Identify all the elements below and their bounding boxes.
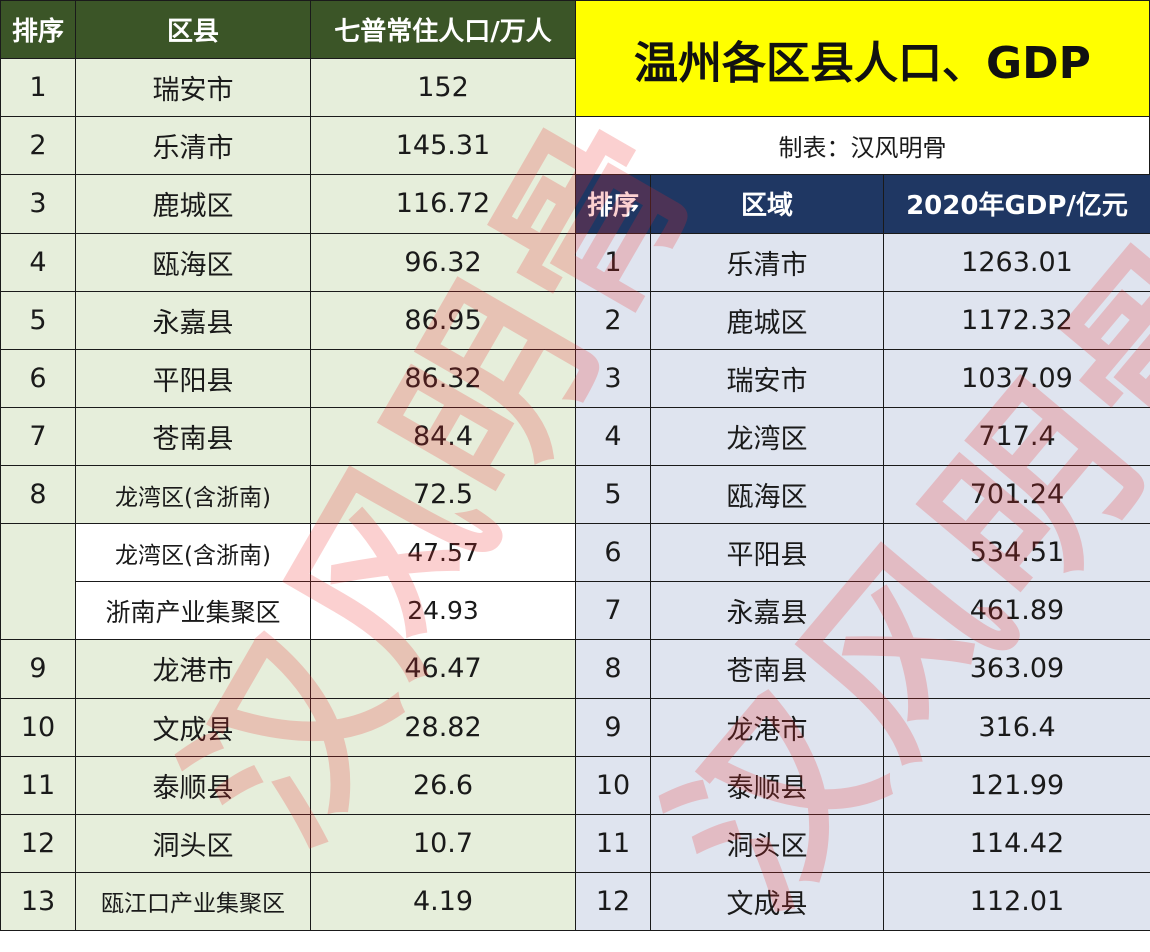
region-name: 苍南县 (650, 639, 884, 699)
district-name: 洞头区 (75, 813, 311, 873)
population-value: 84.4 (310, 406, 576, 466)
rank-cell: 9 (0, 639, 76, 699)
rank-cell: 12 (575, 871, 651, 931)
district-name: 龙湾区(含浙南) (75, 523, 311, 583)
population-value: 86.32 (310, 348, 576, 408)
gdp-value: 114.42 (883, 813, 1150, 873)
rank-cell: 10 (575, 755, 651, 815)
header-region: 区域 (650, 174, 884, 234)
region-name: 乐清市 (650, 232, 884, 292)
table-maker: 制表：汉风明骨 (575, 116, 1150, 176)
rank-cell: 11 (575, 813, 651, 873)
rank-cell: 12 (0, 813, 76, 873)
district-name: 永嘉县 (75, 290, 311, 350)
gdp-value: 534.51 (883, 523, 1150, 583)
population-value: 152 (310, 58, 576, 118)
region-name: 永嘉县 (650, 581, 884, 641)
district-name: 鹿城区 (75, 174, 311, 234)
header-rank: 排序 (575, 174, 651, 234)
region-name: 洞头区 (650, 813, 884, 873)
population-value: 145.31 (310, 116, 576, 176)
region-name: 泰顺县 (650, 755, 884, 815)
rank-cell: 2 (0, 116, 76, 176)
district-name: 瑞安市 (75, 58, 311, 118)
rank-cell-merged (0, 523, 76, 641)
region-name: 龙港市 (650, 697, 884, 757)
rank-cell: 5 (0, 290, 76, 350)
district-name: 瓯江口产业集聚区 (75, 871, 311, 931)
region-name: 鹿城区 (650, 290, 884, 350)
rank-cell: 6 (575, 523, 651, 583)
district-name: 泰顺县 (75, 755, 311, 815)
district-name: 瓯海区 (75, 232, 311, 292)
gdp-value: 316.4 (883, 697, 1150, 757)
gdp-value: 1037.09 (883, 348, 1150, 408)
rank-cell: 7 (575, 581, 651, 641)
rank-cell: 7 (0, 406, 76, 466)
population-value: 24.93 (310, 581, 576, 641)
population-value: 4.19 (310, 871, 576, 931)
header-rank: 排序 (0, 0, 76, 60)
rank-cell: 6 (0, 348, 76, 408)
district-name: 龙湾区(含浙南) (75, 465, 311, 525)
gdp-value: 1263.01 (883, 232, 1150, 292)
district-name: 乐清市 (75, 116, 311, 176)
population-value: 46.47 (310, 639, 576, 699)
header-gdp: 2020年GDP/亿元 (883, 174, 1150, 234)
gdp-value: 121.99 (883, 755, 1150, 815)
region-name: 文成县 (650, 871, 884, 931)
gdp-value: 363.09 (883, 639, 1150, 699)
rank-cell: 8 (575, 639, 651, 699)
population-value: 116.72 (310, 174, 576, 234)
region-name: 龙湾区 (650, 406, 884, 466)
gdp-value: 717.4 (883, 406, 1150, 466)
district-name: 文成县 (75, 697, 311, 757)
district-name: 浙南产业集聚区 (75, 581, 311, 641)
region-name: 瓯海区 (650, 465, 884, 525)
population-value: 86.95 (310, 290, 576, 350)
region-name: 平阳县 (650, 523, 884, 583)
rank-cell: 3 (575, 348, 651, 408)
gdp-value: 461.89 (883, 581, 1150, 641)
rank-cell: 10 (0, 697, 76, 757)
rank-cell: 9 (575, 697, 651, 757)
header-district: 区县 (75, 0, 311, 60)
rank-cell: 3 (0, 174, 76, 234)
population-value: 10.7 (310, 813, 576, 873)
gdp-value: 701.24 (883, 465, 1150, 525)
rank-cell: 11 (0, 755, 76, 815)
rank-cell: 4 (575, 406, 651, 466)
rank-cell: 8 (0, 465, 76, 525)
population-value: 47.57 (310, 523, 576, 583)
population-value: 72.5 (310, 465, 576, 525)
district-name: 苍南县 (75, 406, 311, 466)
rank-cell: 5 (575, 465, 651, 525)
gdp-value: 1172.32 (883, 290, 1150, 350)
region-name: 瑞安市 (650, 348, 884, 408)
rank-cell: 2 (575, 290, 651, 350)
rank-cell: 13 (0, 871, 76, 931)
rank-cell: 1 (575, 232, 651, 292)
rank-cell: 4 (0, 232, 76, 292)
page-title: 温州各区县人口、GDP (575, 0, 1150, 118)
header-population: 七普常住人口/万人 (310, 0, 576, 60)
population-value: 96.32 (310, 232, 576, 292)
population-value: 26.6 (310, 755, 576, 815)
gdp-value: 112.01 (883, 871, 1150, 931)
district-name: 龙港市 (75, 639, 311, 699)
rank-cell: 1 (0, 58, 76, 118)
population-value: 28.82 (310, 697, 576, 757)
district-name: 平阳县 (75, 348, 311, 408)
